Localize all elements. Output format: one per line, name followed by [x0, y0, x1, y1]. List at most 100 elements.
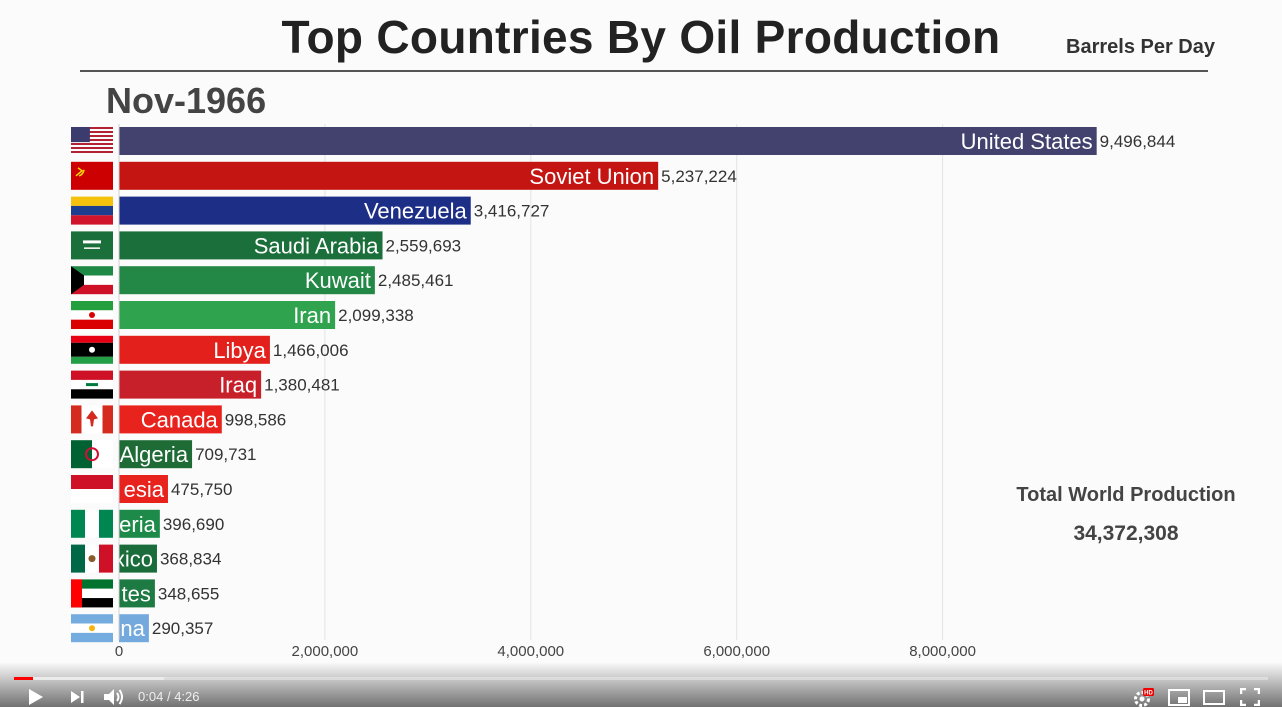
flag-canada-icon: [69, 403, 118, 436]
flag-saudi-arabia-icon: [69, 229, 118, 262]
bar: [119, 231, 383, 260]
flag-crescent: [89, 346, 95, 353]
bar-label: Iraq: [219, 373, 257, 398]
play-icon[interactable]: [26, 688, 44, 706]
flag-band: [102, 405, 113, 434]
x-tick-label: 0: [115, 643, 123, 660]
flag-iraq-icon: [69, 368, 118, 401]
flag-stripe: [71, 319, 113, 329]
bar: [119, 544, 157, 573]
bar-label: Venezuela: [364, 199, 468, 224]
flag-band: [71, 544, 85, 573]
value-label: 396,690: [163, 515, 224, 534]
flag-emblem: [89, 312, 95, 318]
flag-script: [83, 240, 101, 244]
bar-label: Algeria: [120, 442, 189, 467]
bar-label: Kuwait: [305, 268, 371, 293]
flag-band: [71, 405, 82, 434]
x-tick-label: 8,000,000: [909, 643, 976, 660]
flag-stripe: [71, 131, 113, 133]
units-label: Barrels Per Day: [1066, 36, 1215, 58]
flag-venezuela-icon: [69, 194, 118, 227]
bar-label: United States: [961, 129, 1093, 154]
flag-band: [99, 509, 113, 538]
flag-stripe: [71, 139, 113, 141]
volume-icon[interactable]: [102, 687, 126, 707]
flag-band: [71, 440, 92, 469]
flag-stripe: [71, 579, 113, 589]
next-icon[interactable]: [68, 689, 86, 705]
bar-label: Canada: [141, 407, 219, 432]
settings-icon[interactable]: HD: [1132, 688, 1154, 707]
bar-label: Saudi Arabia: [254, 233, 380, 258]
value-label: 475,750: [171, 480, 232, 499]
flag-stripe: [71, 632, 113, 643]
value-label: 2,485,461: [378, 271, 454, 290]
flag-field: [71, 231, 113, 260]
flag-uae-icon: [69, 577, 118, 610]
bar: [119, 579, 155, 608]
duration: 4:26: [174, 689, 200, 704]
hd-badge: HD: [1144, 691, 1153, 697]
flag-stripe: [71, 389, 113, 399]
flag-ussr-icon: [69, 159, 118, 192]
flag-script: [86, 383, 98, 387]
time-separator: /: [166, 689, 171, 704]
flag-stripe: [71, 598, 113, 608]
flag-emblem: [88, 555, 96, 563]
flag-stripe: [71, 147, 113, 149]
bar: [119, 405, 222, 434]
flag-stripe: [71, 356, 113, 364]
flag-band: [71, 579, 82, 608]
flag-stripe: [71, 275, 113, 285]
x-tick-label: 4,000,000: [497, 643, 564, 660]
flag-sun: [89, 625, 95, 632]
title-divider: [80, 70, 1208, 72]
fullscreen-icon[interactable]: [1240, 688, 1260, 706]
flag-stripe: [71, 335, 113, 343]
player-controls: [0, 662, 1282, 707]
bar: [119, 127, 1097, 155]
bar-label: tes: [122, 581, 151, 606]
flag-stripe: [71, 151, 113, 153]
flag-mexico-icon: [69, 542, 118, 575]
value-label: 3,416,727: [474, 202, 550, 221]
miniplayer-icon[interactable]: [1168, 689, 1190, 706]
bar-label: esia: [124, 477, 165, 502]
value-label: 2,099,338: [338, 306, 414, 325]
current-time: 0:04: [138, 689, 164, 704]
flag-libya-icon: [69, 333, 118, 366]
bar-label: eria: [119, 512, 156, 537]
bar-label: na: [120, 616, 145, 641]
bar: [119, 301, 336, 329]
flag-maple-leaf: [86, 410, 98, 427]
progress-bar[interactable]: [14, 677, 1268, 680]
x-tick-label: 2,000,000: [292, 643, 359, 660]
time-display: 0:04 / 4:26: [138, 689, 200, 704]
bar-label: xico: [114, 547, 153, 572]
value-label: 5,237,224: [661, 167, 737, 186]
flag-sword: [84, 247, 100, 249]
total-production-value: 34,372,308: [1073, 522, 1179, 545]
flag-kuwait-icon: [69, 264, 118, 297]
flag-stripe: [71, 489, 113, 503]
chart-title: Top Countries By Oil Production: [281, 11, 1001, 63]
flag-stripe: [71, 614, 113, 624]
value-label: 290,357: [152, 619, 213, 638]
flag-algeria-icon: [69, 438, 118, 471]
flag-stripe: [71, 266, 113, 276]
value-label: 1,380,481: [264, 376, 340, 395]
value-label: 2,559,693: [386, 236, 462, 255]
bar: [119, 440, 193, 469]
bar-label: Libya: [213, 338, 266, 363]
value-label: 9,496,844: [1100, 132, 1176, 151]
flag-band: [85, 509, 99, 538]
x-tick-label: 6,000,000: [703, 643, 770, 660]
theater-mode-icon[interactable]: [1203, 690, 1225, 705]
bar-label: Iran: [293, 303, 331, 328]
bar: [119, 475, 168, 503]
flag-stripe: [71, 475, 113, 489]
date-label: Nov-1966: [106, 80, 267, 121]
